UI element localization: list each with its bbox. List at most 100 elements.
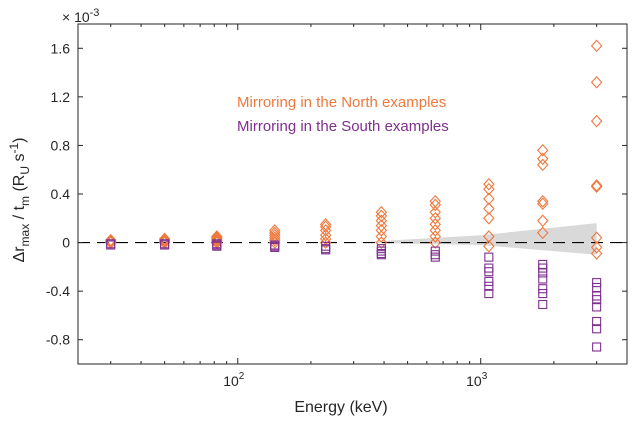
south-square-marker <box>538 299 548 310</box>
south-square-marker <box>538 289 548 299</box>
north-diamond-marker <box>211 231 223 245</box>
y-label-paren-open: (R <box>11 175 28 196</box>
north-diamond-marker <box>429 194 442 208</box>
south-square-marker <box>538 274 548 284</box>
exponent-base: × 10 <box>62 9 90 25</box>
south-square-marker <box>484 276 494 286</box>
y-tick-label: 0 <box>62 235 70 251</box>
legend-entry-south: Mirroring in the South examples <box>237 118 449 135</box>
north-diamond-marker <box>375 205 388 219</box>
north-diamond-marker <box>483 182 495 196</box>
north-diamond-marker <box>375 236 388 249</box>
north-diamond-marker <box>590 231 603 245</box>
south-square-marker <box>106 240 116 250</box>
south-square-marker <box>270 242 280 252</box>
south-square-marker <box>376 250 386 260</box>
north-diamond-marker <box>375 230 388 243</box>
x-tick-base: 10 <box>223 373 239 389</box>
y-label-delta: Δr <box>11 246 28 263</box>
north-diamond-marker <box>537 194 549 208</box>
north-diamond-marker <box>211 232 223 246</box>
north-diamond-marker <box>158 232 171 246</box>
x-axis-label: Energy (keV) <box>294 399 387 416</box>
shaded-band <box>353 223 597 255</box>
north-diamond-marker <box>319 218 332 231</box>
south-square-marker <box>212 241 222 251</box>
north-diamond-marker <box>590 179 603 192</box>
north-diamond-marker <box>104 233 117 247</box>
north-diamond-marker <box>269 226 281 240</box>
north-diamond-marker <box>429 211 442 225</box>
x-tick-exponent: 3 <box>482 371 488 382</box>
north-diamond-marker <box>537 143 549 157</box>
north-diamond-marker <box>590 180 603 194</box>
north-diamond-marker <box>375 219 388 232</box>
north-diamond-marker <box>590 241 603 254</box>
south-square-marker <box>592 278 602 288</box>
y-label-s-part: s <box>11 154 28 166</box>
south-square-marker <box>592 316 602 327</box>
north-diamond-marker <box>158 233 171 247</box>
south-square-marker <box>592 302 602 312</box>
south-square-marker <box>484 281 494 291</box>
y-tick-label: -0.8 <box>46 332 70 348</box>
y-label-sub-m: m <box>18 196 32 206</box>
south-square-marker <box>484 267 494 277</box>
shaded-band-layer <box>353 223 597 255</box>
north-diamond-marker <box>590 114 603 128</box>
south-square-marker <box>484 289 494 299</box>
north-diamond-marker <box>537 226 549 240</box>
south-square-marker <box>484 252 494 262</box>
south-square-marker <box>538 284 548 294</box>
north-diamond-marker <box>483 211 495 225</box>
y-label-sup-exp: -1 <box>7 143 21 154</box>
legend-entry-north: Mirroring in the North examples <box>237 94 446 111</box>
north-diamond-marker <box>429 236 442 249</box>
south-square-marker <box>538 263 548 273</box>
x-tick-label: 102 <box>223 371 245 389</box>
north-diamond-marker <box>319 220 332 234</box>
y-tick-label: 0.4 <box>51 186 71 202</box>
axes-layer <box>77 23 628 365</box>
y-tick-label: 0.8 <box>51 137 71 153</box>
north-diamond-marker <box>269 224 281 237</box>
exponent-value: -3 <box>90 7 100 19</box>
y-label-paren-close: ) <box>11 138 28 143</box>
y-label-sub-max: max <box>18 224 32 247</box>
south-square-marker <box>538 268 548 278</box>
north-diamond-marker <box>375 224 388 237</box>
north-diamond-marker <box>375 214 388 228</box>
north-diamond-marker <box>319 228 332 242</box>
y-tick-label: 1.2 <box>51 89 71 105</box>
north-diamond-marker <box>537 214 549 228</box>
south-square-marker <box>592 295 602 305</box>
north-diamond-marker <box>483 177 495 191</box>
south-square-marker <box>160 240 170 250</box>
north-diamond-marker <box>483 202 495 215</box>
x-tick-base: 10 <box>466 373 482 389</box>
y-label-sub-u: U <box>18 166 32 175</box>
south-square-marker <box>321 245 331 255</box>
y-tick-label: 1.6 <box>51 40 71 56</box>
north-diamond-marker <box>590 39 603 53</box>
north-diamond-marker <box>590 247 603 260</box>
north-diamond-marker <box>537 152 549 166</box>
x-tick-label: 103 <box>466 371 488 389</box>
north-diamond-marker <box>429 230 442 243</box>
north-diamond-marker <box>483 239 495 253</box>
x-tick-exponent: 2 <box>239 371 245 382</box>
north-diamond-marker <box>537 197 549 211</box>
south-square-marker <box>430 252 440 262</box>
north-diamond-marker <box>429 218 442 231</box>
y-axis-label: Δrmax / tm (RU s-1) <box>7 138 32 263</box>
marker-layer <box>104 39 603 352</box>
north-diamond-marker <box>269 233 281 247</box>
north-diamond-marker <box>429 224 442 237</box>
series-south <box>106 239 602 352</box>
south-square-marker <box>592 324 602 334</box>
north-diamond-marker <box>537 158 549 172</box>
north-diamond-marker <box>483 192 495 206</box>
